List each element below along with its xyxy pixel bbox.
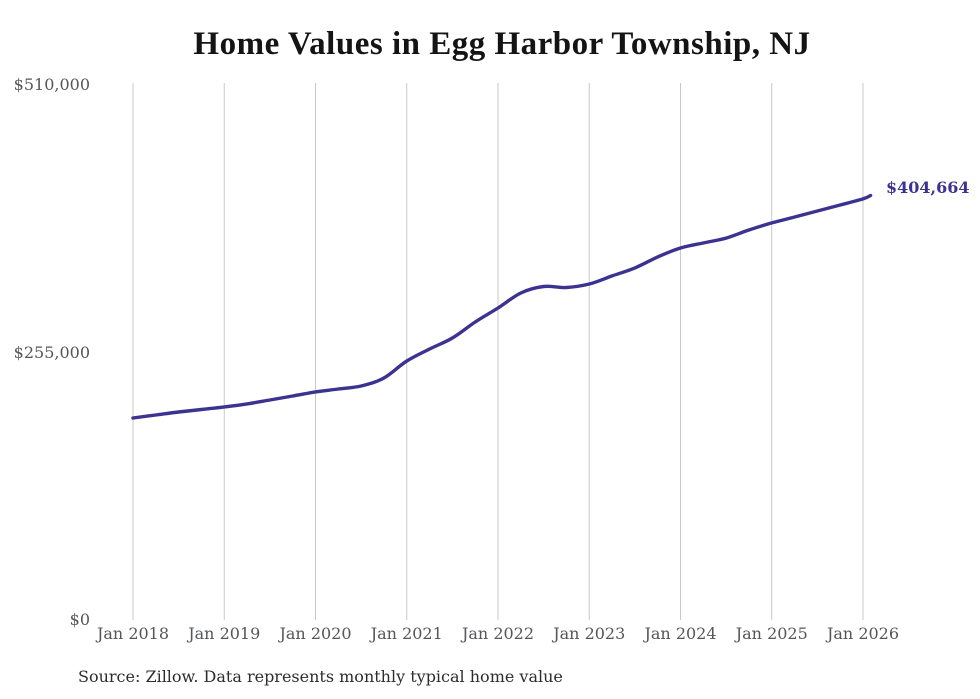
x-axis-tick-label: Jan 2020 — [279, 624, 352, 643]
source-note: Source: Zillow. Data represents monthly … — [78, 667, 563, 686]
chart-title: Home Values in Egg Harbor Township, NJ — [193, 26, 811, 62]
gridline-group — [132, 83, 864, 620]
y-axis-tick-label: $255,000 — [13, 342, 90, 362]
end-value-label: $404,664 — [886, 178, 970, 197]
x-axis-tick-label: Jan 2025 — [735, 624, 808, 643]
x-axis-tick-label: Jan 2021 — [370, 624, 443, 643]
x-axis-tick-label: Jan 2019 — [188, 624, 261, 643]
y-axis-tick-label: $510,000 — [13, 75, 90, 94]
y-axis-tick-label: $0 — [69, 610, 90, 629]
x-axis-tick-label: Jan 2026 — [826, 624, 900, 643]
x-axis-tick-label: Jan 2018 — [96, 624, 170, 643]
x-axis-tick-label: Jan 2022 — [461, 624, 535, 643]
value-line — [131, 193, 873, 420]
x-axis-tick-label: Jan 2024 — [644, 624, 717, 643]
x-axis-tick-label: Jan 2023 — [553, 624, 626, 643]
